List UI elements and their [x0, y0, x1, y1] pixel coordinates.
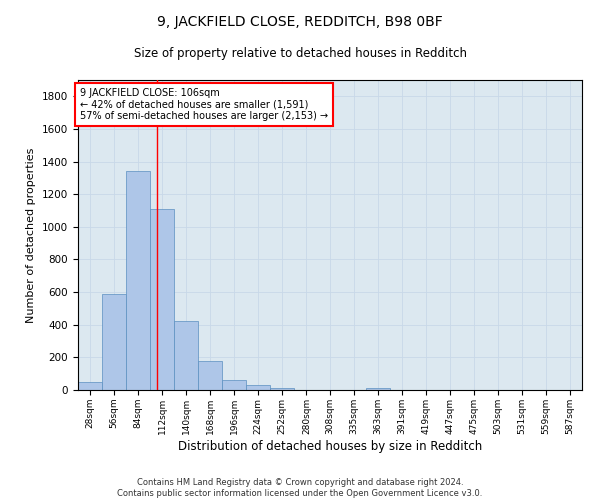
- Text: 9, JACKFIELD CLOSE, REDDITCH, B98 0BF: 9, JACKFIELD CLOSE, REDDITCH, B98 0BF: [157, 15, 443, 29]
- Y-axis label: Number of detached properties: Number of detached properties: [26, 148, 37, 322]
- Text: Contains HM Land Registry data © Crown copyright and database right 2024.
Contai: Contains HM Land Registry data © Crown c…: [118, 478, 482, 498]
- Bar: [271, 388, 295, 390]
- Bar: [126, 172, 150, 390]
- Bar: [78, 382, 102, 390]
- Bar: [198, 362, 222, 390]
- Bar: [150, 209, 174, 390]
- Bar: [246, 385, 271, 390]
- Bar: [174, 322, 198, 390]
- Text: 9 JACKFIELD CLOSE: 106sqm
← 42% of detached houses are smaller (1,591)
57% of se: 9 JACKFIELD CLOSE: 106sqm ← 42% of detac…: [80, 88, 328, 122]
- X-axis label: Distribution of detached houses by size in Redditch: Distribution of detached houses by size …: [178, 440, 482, 452]
- Text: Size of property relative to detached houses in Redditch: Size of property relative to detached ho…: [133, 48, 467, 60]
- Bar: [102, 294, 126, 390]
- Bar: [222, 380, 246, 390]
- Bar: [365, 388, 389, 390]
